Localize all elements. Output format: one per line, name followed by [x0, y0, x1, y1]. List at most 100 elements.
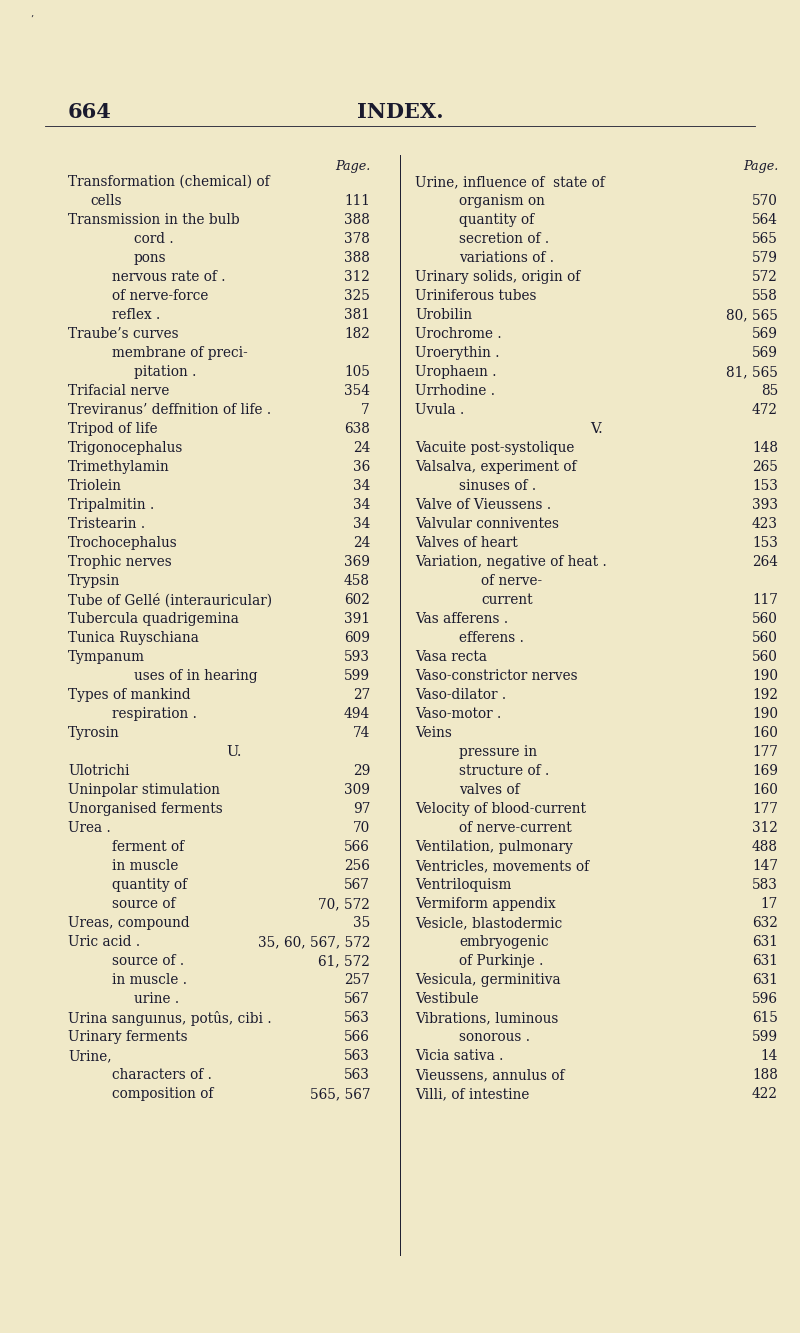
Text: 632: 632: [752, 916, 778, 930]
Text: 61, 572: 61, 572: [318, 954, 370, 968]
Text: 312: 312: [344, 271, 370, 284]
Text: 599: 599: [344, 669, 370, 682]
Text: characters of .: characters of .: [112, 1068, 212, 1082]
Text: 388: 388: [344, 213, 370, 227]
Text: Urea .: Urea .: [68, 821, 110, 834]
Text: Trypsin: Trypsin: [68, 575, 120, 588]
Text: of Purkinje .: of Purkinje .: [459, 954, 543, 968]
Text: 111: 111: [344, 195, 370, 208]
Text: 182: 182: [344, 327, 370, 341]
Text: 378: 378: [344, 232, 370, 247]
Text: 117: 117: [752, 593, 778, 607]
Text: Ventriloquism: Ventriloquism: [415, 878, 511, 892]
Text: structure of .: structure of .: [459, 764, 550, 778]
Text: 169: 169: [752, 764, 778, 778]
Text: Vieussens, annulus of: Vieussens, annulus of: [415, 1068, 565, 1082]
Text: 458: 458: [344, 575, 370, 588]
Text: Vaso-constrictor nerves: Vaso-constrictor nerves: [415, 669, 578, 682]
Text: 85: 85: [761, 384, 778, 399]
Text: Vaso-motor .: Vaso-motor .: [415, 706, 502, 721]
Text: 160: 160: [752, 726, 778, 740]
Text: Tunica Ruyschiana: Tunica Ruyschiana: [68, 631, 199, 645]
Text: urine .: urine .: [134, 992, 179, 1006]
Text: 422: 422: [752, 1086, 778, 1101]
Text: membrane of preci-: membrane of preci-: [112, 347, 248, 360]
Text: Urobilin: Urobilin: [415, 308, 472, 323]
Text: Villi, of intestine: Villi, of intestine: [415, 1086, 530, 1101]
Text: 615: 615: [752, 1010, 778, 1025]
Text: 7: 7: [362, 403, 370, 417]
Text: Tripod of life: Tripod of life: [68, 423, 158, 436]
Text: 393: 393: [752, 499, 778, 512]
Text: Vermiform appendix: Vermiform appendix: [415, 897, 556, 910]
Text: organism on: organism on: [459, 195, 545, 208]
Text: source of .: source of .: [112, 954, 184, 968]
Text: variations of .: variations of .: [459, 251, 554, 265]
Text: Uninpolar stimulation: Uninpolar stimulation: [68, 782, 220, 797]
Text: 472: 472: [752, 403, 778, 417]
Text: Tyrosin: Tyrosin: [68, 726, 120, 740]
Text: Vicia sativa .: Vicia sativa .: [415, 1049, 503, 1062]
Text: 70, 572: 70, 572: [318, 897, 370, 910]
Text: Velocity of blood-current: Velocity of blood-current: [415, 802, 586, 816]
Text: 560: 560: [752, 631, 778, 645]
Text: 24: 24: [353, 441, 370, 455]
Text: source of: source of: [112, 897, 175, 910]
Text: Valves of heart: Valves of heart: [415, 536, 518, 551]
Text: Vas afferens .: Vas afferens .: [415, 612, 508, 627]
Text: Treviranus’ deffnition of life .: Treviranus’ deffnition of life .: [68, 403, 271, 417]
Text: embryogenic: embryogenic: [459, 934, 549, 949]
Text: Vacuite post-systolique: Vacuite post-systolique: [415, 441, 574, 455]
Text: 566: 566: [344, 1030, 370, 1044]
Text: 257: 257: [344, 973, 370, 986]
Text: 572: 572: [752, 271, 778, 284]
Text: INDEX.: INDEX.: [357, 103, 443, 123]
Text: 81, 565: 81, 565: [726, 365, 778, 379]
Text: 256: 256: [344, 858, 370, 873]
Text: 264: 264: [752, 555, 778, 569]
Text: 567: 567: [344, 878, 370, 892]
Text: 565: 565: [752, 232, 778, 247]
Text: 563: 563: [344, 1068, 370, 1082]
Text: 190: 190: [752, 706, 778, 721]
Text: 631: 631: [752, 954, 778, 968]
Text: Types of mankind: Types of mankind: [68, 688, 190, 702]
Text: Ventricles, movements of: Ventricles, movements of: [415, 858, 589, 873]
Text: Transformation (chemical) of: Transformation (chemical) of: [68, 175, 270, 189]
Text: U.: U.: [226, 745, 242, 758]
Text: of nerve-force: of nerve-force: [112, 289, 208, 303]
Text: Trochocephalus: Trochocephalus: [68, 536, 178, 551]
Text: Vesicula, germinitiva: Vesicula, germinitiva: [415, 973, 561, 986]
Text: 593: 593: [344, 651, 370, 664]
Text: Valsalva, experiment of: Valsalva, experiment of: [415, 460, 577, 475]
Text: uses of in hearing: uses of in hearing: [134, 669, 258, 682]
Text: 638: 638: [344, 423, 370, 436]
Text: 36: 36: [353, 460, 370, 475]
Text: 188: 188: [752, 1068, 778, 1082]
Text: Unorganised ferments: Unorganised ferments: [68, 802, 222, 816]
Text: 564: 564: [752, 213, 778, 227]
Text: 34: 34: [353, 517, 370, 531]
Text: 97: 97: [353, 802, 370, 816]
Text: 309: 309: [344, 782, 370, 797]
Text: cord .: cord .: [134, 232, 174, 247]
Text: Tristearin .: Tristearin .: [68, 517, 145, 531]
Text: nervous rate of .: nervous rate of .: [112, 271, 226, 284]
Text: 325: 325: [344, 289, 370, 303]
Text: in muscle .: in muscle .: [112, 973, 187, 986]
Text: 583: 583: [752, 878, 778, 892]
Text: Urophaeın .: Urophaeın .: [415, 365, 497, 379]
Text: sinuses of .: sinuses of .: [459, 479, 536, 493]
Text: Triolein: Triolein: [68, 479, 122, 493]
Text: 35: 35: [353, 916, 370, 930]
Text: 596: 596: [752, 992, 778, 1006]
Text: 312: 312: [752, 821, 778, 834]
Text: 631: 631: [752, 934, 778, 949]
Text: Ulotrichi: Ulotrichi: [68, 764, 130, 778]
Text: Vibrations, luminous: Vibrations, luminous: [415, 1010, 558, 1025]
Text: 80, 565: 80, 565: [726, 308, 778, 323]
Text: reflex .: reflex .: [112, 308, 160, 323]
Text: Tympanum: Tympanum: [68, 651, 145, 664]
Text: 190: 190: [752, 669, 778, 682]
Text: Vasa recta: Vasa recta: [415, 651, 487, 664]
